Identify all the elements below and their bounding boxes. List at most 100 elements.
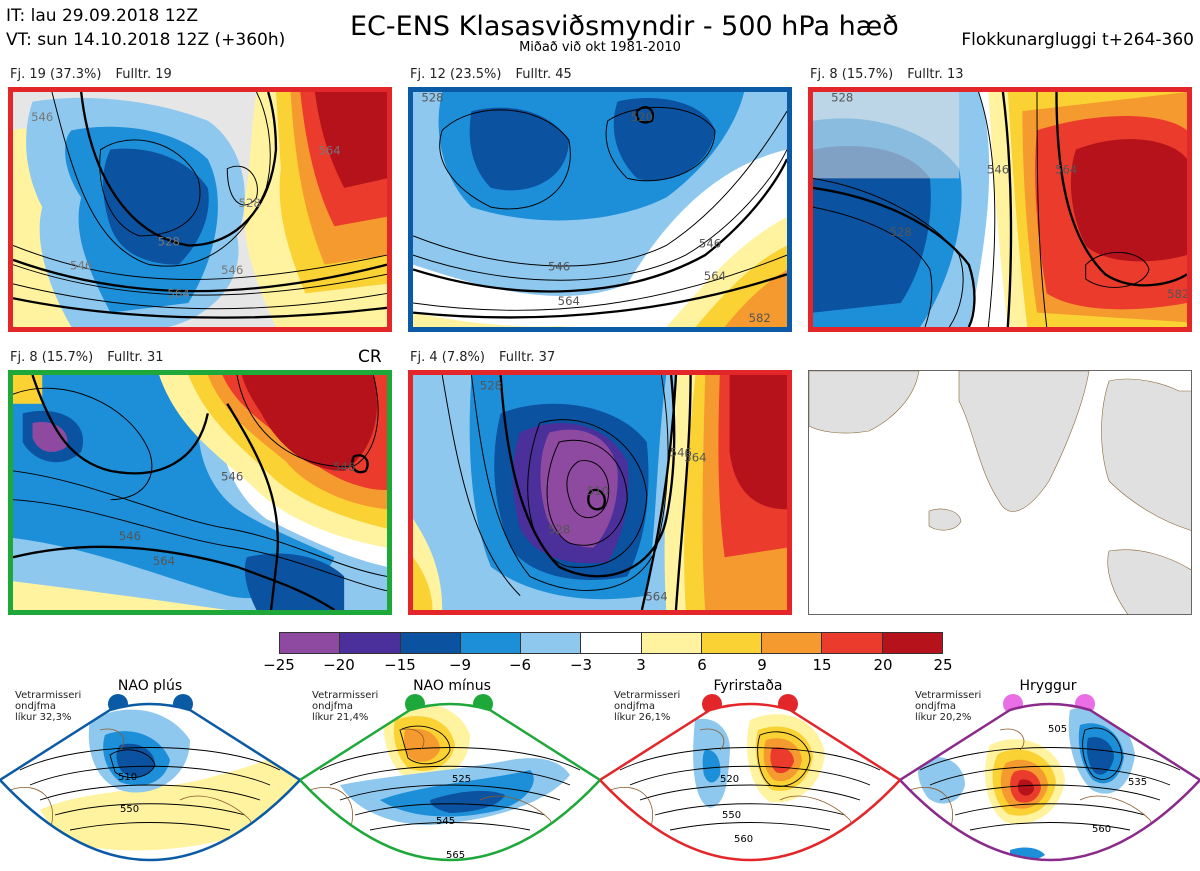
cluster-map-3[interactable]: 528 546 564 528 582 [808,87,1192,332]
colorbar-swatch [701,633,763,653]
regime-1-title: NAO plús [117,678,183,694]
contour-label: 528 [831,92,853,105]
cluster-map-2[interactable]: 528 520 546 564 546 564 582 [408,87,792,332]
colorbar-swatch [581,633,642,653]
regime-3-label: 560 [734,834,753,845]
contour-label: 520 [631,110,653,124]
regime-2-label: 545 [436,816,455,827]
panel-2-rep: Fulltr. 45 [515,67,572,82]
colorbar-swatch [521,633,582,653]
classification-window: Flokkunargluggi t+264-360 [961,30,1194,50]
regime-4-label: 535 [1128,777,1147,788]
regime-1-note: Vetrarmisseri ondjfma líkur 32,3% [15,690,82,723]
colorbar-swatch [460,633,522,653]
panel-3-label: Fj. 8 (15.7%) Fulltr. 13 [810,67,978,83]
panel-4-corner-mark: CR [358,347,382,367]
contour-label: 546 [221,263,243,277]
colorbar-tick: −20 [323,656,355,674]
colorbar-tick: −3 [569,656,593,674]
cluster-map-2-plot: 528 520 546 564 546 564 582 [413,92,787,327]
regime-1-map[interactable]: 510 550 [0,690,300,871]
contour-label: 564 [153,554,175,568]
regime-3-note: Vetrarmisseri ondjfma líkur 26,1% [614,690,681,723]
colorbar-tick: −15 [384,656,416,674]
regime-3-label: 520 [720,774,739,785]
colorbar-tick: −9 [448,656,472,674]
regime-4-label: 505 [1048,724,1067,735]
panel-5-count: Fj. 4 (7.8%) [410,350,485,365]
colorbar-tick: 20 [873,656,893,674]
panel-5-rep: Fulltr. 37 [498,350,556,365]
contour-label: 546 [119,529,141,543]
cluster-map-1[interactable]: 546 528 546 564 546 528 564 [8,87,392,332]
colorbar-tick: 9 [757,656,767,674]
contour-label: 546 [987,163,1009,177]
cluster-map-5[interactable]: 528 510 528 546 564 564 [408,370,792,615]
contour-label: 528 [890,225,912,239]
panel-1-rep: Fulltr. 19 [115,67,172,82]
regime-3-title: Fyrirstaða [713,678,783,694]
regime-1-label: 550 [120,804,139,815]
regime-4-label: 560 [1092,824,1111,835]
colorbar-swatch [641,633,702,653]
colorbar-tick: −25 [263,656,295,674]
regime-2-map[interactable]: 525 545 565 [300,690,600,871]
panel-3-rep: Fulltr. 13 [907,67,964,82]
contour-label: 564 [704,269,726,283]
reference-map [808,370,1192,615]
cluster-map-4-plot: 546 546 564 546 [13,375,387,610]
panel-5-label: Fj. 4 (7.8%) Fulltr. 37 [410,350,569,366]
contour-label: 564 [167,286,189,300]
regime-3-map[interactable]: 520 550 560 [600,690,900,871]
colorbar-tick: 6 [697,656,707,674]
panel-1-label: Fj. 19 (37.3%) Fulltr. 19 [10,67,186,83]
colorbar [279,632,943,654]
colorbar-swatch [280,633,341,653]
cluster-map-4[interactable]: 546 546 564 546 [8,370,392,615]
contour-label: 528 [548,522,570,536]
contour-label: 528 [421,92,443,105]
contour-label: 528 [158,235,180,249]
colorbar-swatch [400,633,461,653]
regime-1-label: 510 [118,772,137,783]
page-title: EC-ENS Klasasviðsmyndir - 500 hPa hæð [350,11,899,42]
cluster-map-3-plot: 528 546 564 528 582 [813,92,1187,327]
contour-label: 564 [318,143,340,157]
panel-3-count: Fj. 8 (15.7%) [810,67,894,82]
page-subtitle: Miðað við okt 1981-2010 [519,40,681,55]
colorbar-swatch [882,633,942,653]
regime-2-label: 565 [446,850,465,861]
colorbar-tick: 25 [933,656,953,674]
colorbar-swatch [762,633,823,653]
regime-2-label: 525 [452,774,471,785]
contour-label: 510 [587,484,609,498]
regime-4-map[interactable]: 505 535 560 [900,690,1200,871]
colorbar-tick: −6 [508,656,532,674]
contour-label: 546 [221,470,243,484]
colorbar-tick: 15 [812,656,832,674]
contour-label: 564 [684,450,706,464]
initial-time: IT: lau 29.09.2018 12Z [6,6,198,26]
panel-1-count: Fj. 19 (37.3%) [10,67,102,82]
panel-2-count: Fj. 12 (23.5%) [410,67,502,82]
colorbar-swatch [822,633,883,653]
contour-label: 546 [670,446,692,460]
regime-2-title: NAO mínus [413,678,491,694]
panel-4-count: Fj. 8 (15.7%) [10,350,94,365]
colorbar-swatch [340,633,401,653]
contour-label: 546 [70,259,92,273]
contour-label: 564 [1055,163,1077,177]
contour-label: 528 [239,196,261,210]
regime-4-title: Hryggur [1019,678,1077,694]
regime-4-note: Vetrarmisseri ondjfma líkur 20,2% [915,690,982,723]
contour-label: 546 [699,236,721,250]
colorbar-tick: 3 [636,656,646,674]
contour-label: 582 [1167,287,1187,301]
panel-4-rep: Fulltr. 31 [107,350,164,365]
contour-label: 546 [333,460,355,474]
contour-label: 582 [749,311,771,325]
panel-2-label: Fj. 12 (23.5%) Fulltr. 45 [410,67,586,83]
contour-label: 564 [558,294,580,308]
contour-label: 528 [480,378,502,392]
cluster-map-1-plot: 546 528 546 564 546 528 564 [13,92,387,327]
